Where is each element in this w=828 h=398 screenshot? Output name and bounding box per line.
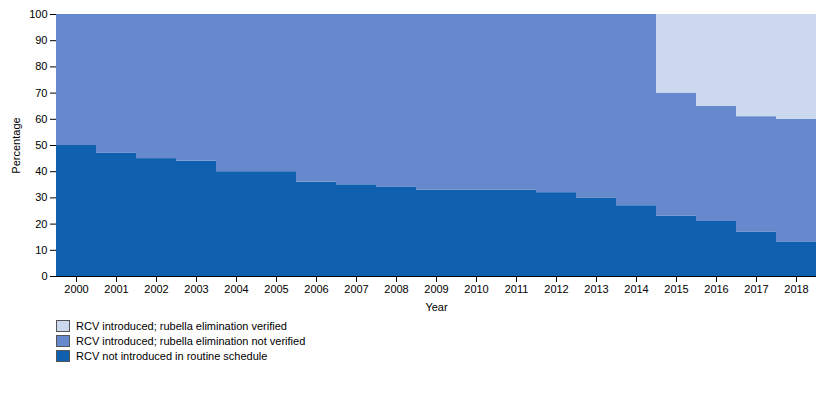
svg-text:2014: 2014 bbox=[624, 283, 648, 295]
svg-text:2015: 2015 bbox=[664, 283, 688, 295]
svg-text:2002: 2002 bbox=[144, 283, 168, 295]
svg-text:2018: 2018 bbox=[784, 283, 808, 295]
html-text:RCV introduced; rubella elimin: RCV introduced; rubella elimination not … bbox=[76, 335, 306, 347]
svg-text:Percentage: Percentage bbox=[10, 117, 22, 173]
svg-text:70: 70 bbox=[35, 87, 47, 99]
svg-text:2007: 2007 bbox=[344, 283, 368, 295]
svg-text:90: 90 bbox=[35, 34, 47, 46]
svg-text:2006: 2006 bbox=[304, 283, 328, 295]
svg-text:0: 0 bbox=[41, 270, 47, 282]
svg-text:100: 100 bbox=[29, 8, 47, 20]
svg-text:2003: 2003 bbox=[184, 283, 208, 295]
svg-text:80: 80 bbox=[35, 60, 47, 72]
svg-text:30: 30 bbox=[35, 191, 47, 203]
html-text:RCV not introduced in routine: RCV not introduced in routine schedule bbox=[76, 350, 268, 362]
svg-text:2004: 2004 bbox=[224, 283, 248, 295]
svg-text:2016: 2016 bbox=[704, 283, 728, 295]
svg-text:10: 10 bbox=[35, 244, 47, 256]
svg-text:2012: 2012 bbox=[544, 283, 568, 295]
svg-text:2013: 2013 bbox=[584, 283, 608, 295]
svg-text:60: 60 bbox=[35, 113, 47, 125]
svg-text:2000: 2000 bbox=[64, 283, 88, 295]
svg-text:20: 20 bbox=[35, 218, 47, 230]
svg-text:2008: 2008 bbox=[384, 283, 408, 295]
svg-text:40: 40 bbox=[35, 165, 47, 177]
svg-text:50: 50 bbox=[35, 139, 47, 151]
svg-text:2005: 2005 bbox=[264, 283, 288, 295]
html-text:RCV introduced; rubella elimin: RCV introduced; rubella elimination veri… bbox=[76, 320, 287, 332]
svg-text:2009: 2009 bbox=[424, 283, 448, 295]
svg-text:2010: 2010 bbox=[464, 283, 488, 295]
svg-text:2017: 2017 bbox=[744, 283, 768, 295]
svg-text:2011: 2011 bbox=[505, 283, 529, 295]
svg-text:2001: 2001 bbox=[104, 283, 128, 295]
svg-text:Year: Year bbox=[425, 301, 448, 313]
